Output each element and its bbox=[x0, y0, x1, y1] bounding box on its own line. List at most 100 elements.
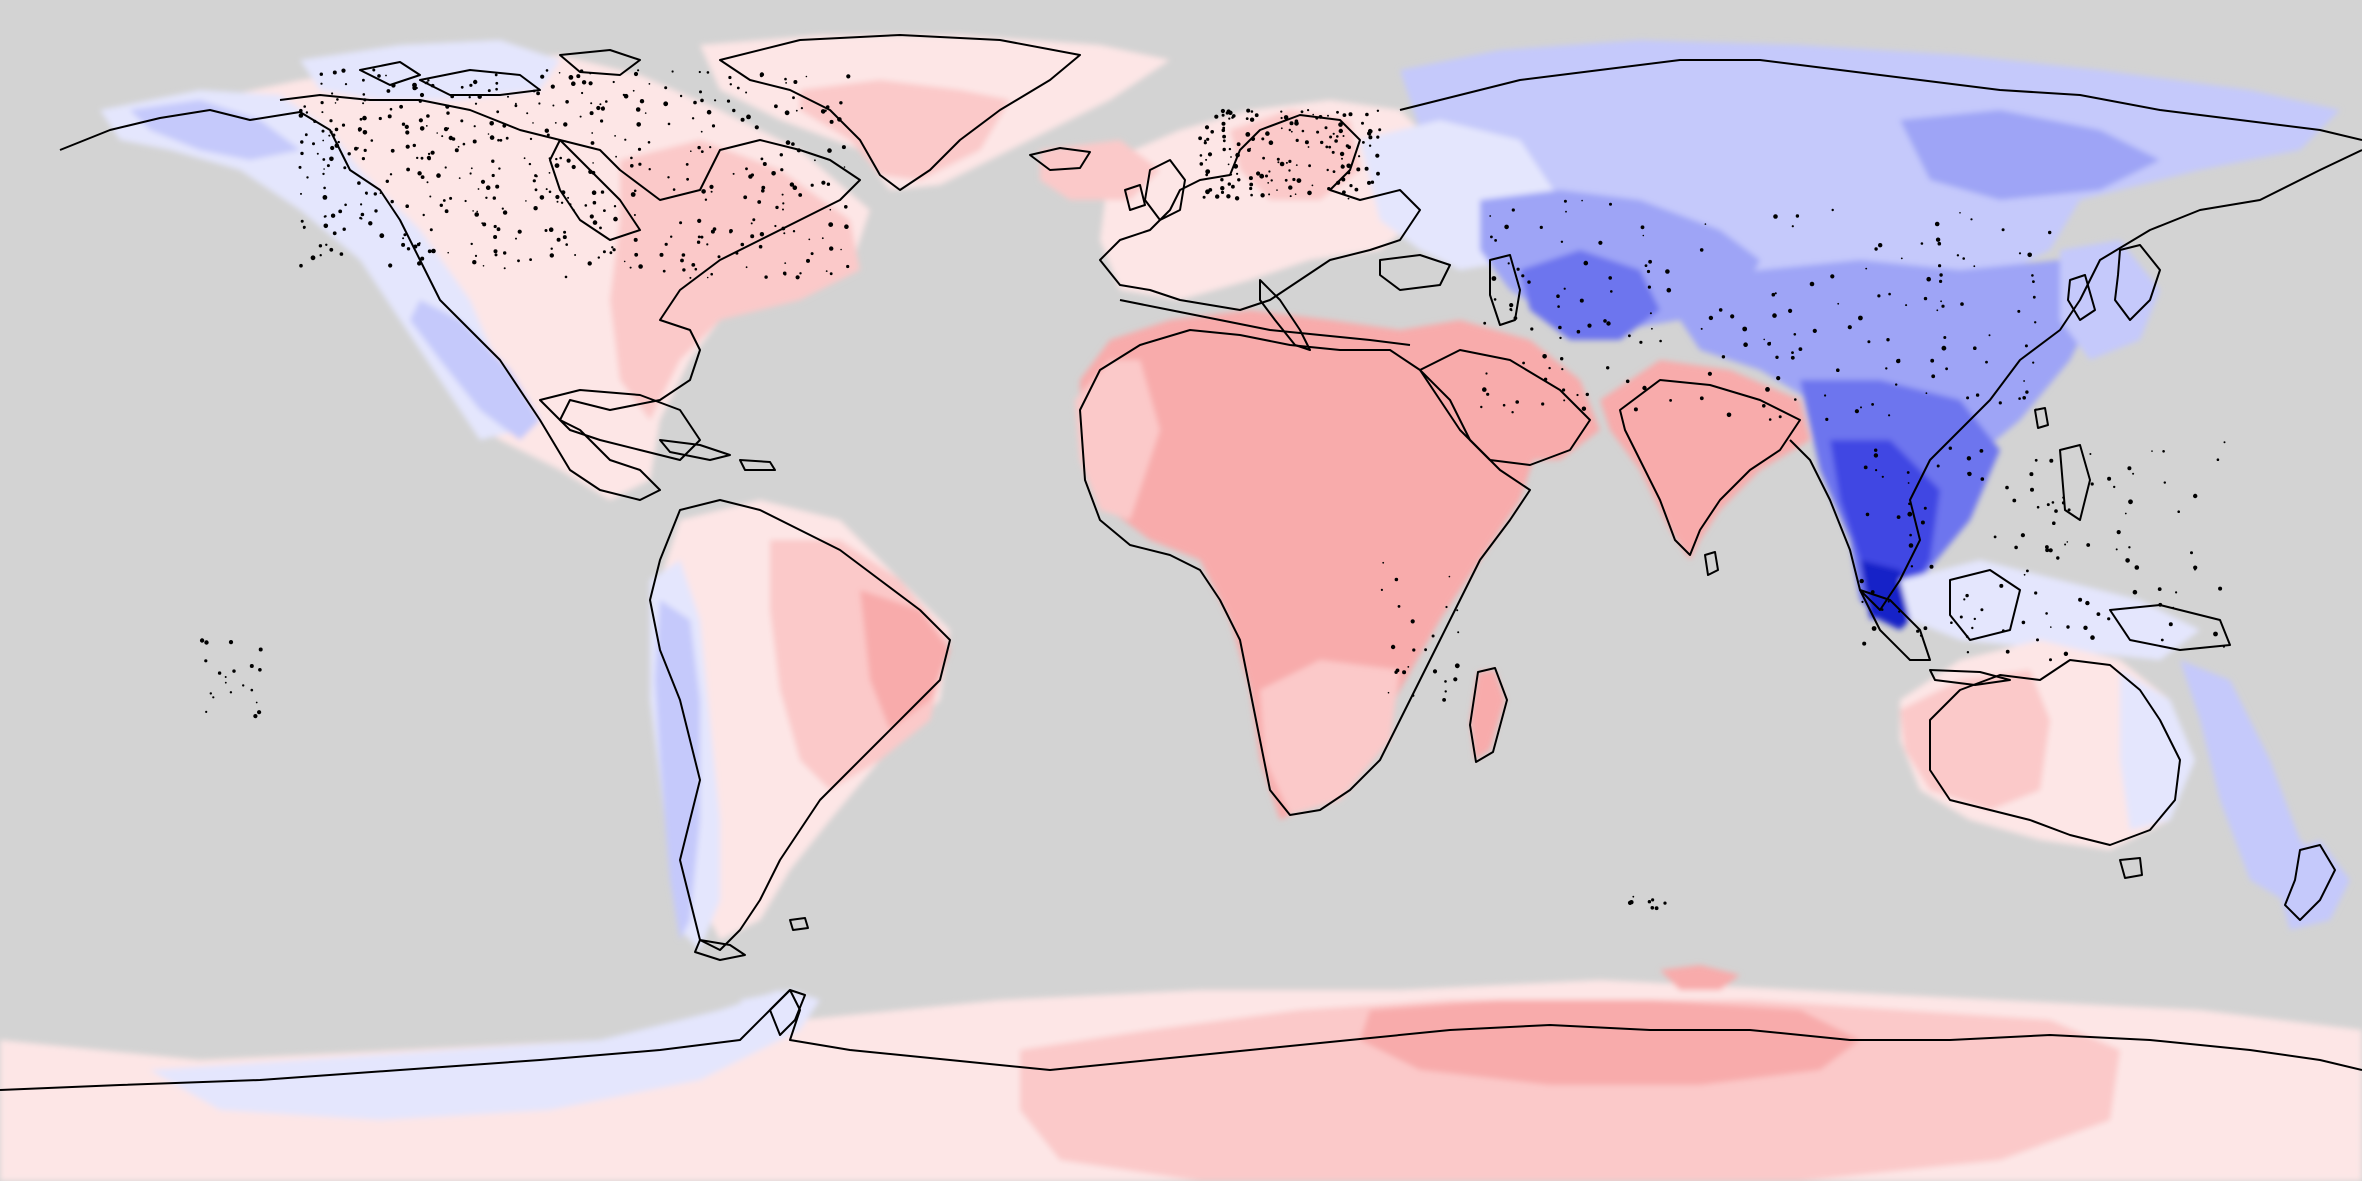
island-dot bbox=[555, 157, 558, 161]
island-dot bbox=[1334, 139, 1338, 143]
island-dot bbox=[554, 163, 560, 169]
island-dot bbox=[204, 659, 208, 663]
island-dot bbox=[1975, 393, 1980, 397]
island-dot bbox=[2193, 565, 2198, 570]
island-dot bbox=[405, 130, 410, 135]
island-dot bbox=[1198, 136, 1202, 141]
island-dot bbox=[370, 139, 374, 142]
island-dot bbox=[1490, 235, 1493, 239]
island-dot bbox=[1368, 135, 1373, 140]
island-dot bbox=[846, 264, 850, 269]
island-dot bbox=[444, 209, 449, 214]
island-dot bbox=[844, 205, 848, 209]
caspian-sea-coastline bbox=[1489, 254, 1521, 326]
island-dot bbox=[320, 101, 324, 105]
island-dot bbox=[1959, 615, 1963, 619]
island-dot bbox=[1348, 112, 1353, 117]
island-dot bbox=[1907, 511, 1913, 517]
island-dot bbox=[1356, 167, 1361, 172]
island-dot bbox=[326, 164, 330, 168]
island-dot bbox=[495, 184, 500, 189]
island-dot bbox=[365, 192, 368, 195]
island-dot bbox=[698, 70, 701, 74]
island-dot bbox=[2054, 509, 2058, 513]
island-dot bbox=[1587, 323, 1592, 328]
island-dot bbox=[1215, 194, 1220, 199]
island-dot bbox=[1294, 121, 1299, 126]
island-dot bbox=[589, 72, 592, 75]
island-dot bbox=[1726, 412, 1732, 418]
island-dot bbox=[1268, 140, 1274, 145]
island-dot bbox=[2023, 380, 2025, 382]
island-dot bbox=[354, 146, 358, 151]
island-dot bbox=[1268, 170, 1271, 173]
ireland-coastline bbox=[1124, 184, 1146, 211]
island-dot bbox=[385, 179, 389, 183]
island-dot bbox=[1609, 202, 1612, 206]
east-asia-coastline bbox=[1789, 149, 2362, 611]
island-dot bbox=[359, 216, 362, 220]
island-dot bbox=[782, 202, 785, 205]
island-dot bbox=[584, 204, 588, 207]
island-dot bbox=[760, 157, 764, 161]
island-dot bbox=[679, 94, 683, 98]
mediterranean-coastline bbox=[1119, 299, 1411, 346]
island-dot bbox=[1228, 117, 1231, 120]
madagascar-coastline bbox=[1469, 667, 1508, 763]
island-dot bbox=[1948, 446, 1953, 450]
island-dot bbox=[419, 126, 425, 131]
island-dot bbox=[406, 247, 411, 251]
island-dot bbox=[644, 112, 647, 114]
island-dot bbox=[700, 98, 704, 103]
island-dot bbox=[1791, 351, 1794, 354]
island-dot bbox=[1923, 506, 1927, 510]
island-dot bbox=[1220, 178, 1224, 182]
island-dot bbox=[1988, 334, 1991, 337]
north-america-rockies-cool-shading bbox=[410, 300, 540, 440]
island-dot bbox=[493, 224, 497, 229]
island-dot bbox=[2017, 309, 2021, 313]
island-dot bbox=[1743, 342, 1748, 348]
island-dot bbox=[1824, 394, 1827, 397]
island-dot bbox=[2090, 482, 2094, 486]
island-dot bbox=[498, 167, 501, 170]
island-dot bbox=[1608, 276, 1612, 280]
island-dot bbox=[391, 83, 396, 88]
island-dot bbox=[1642, 385, 1647, 391]
island-dot bbox=[1598, 240, 1603, 245]
island-dot bbox=[1871, 626, 1877, 631]
island-dot bbox=[592, 200, 597, 205]
island-dot bbox=[491, 173, 495, 178]
island-dot bbox=[1960, 302, 1964, 306]
island-dot bbox=[2034, 458, 2038, 462]
island-dot bbox=[300, 140, 304, 144]
island-dot bbox=[538, 102, 541, 105]
island-dot bbox=[638, 264, 643, 269]
island-dot bbox=[212, 696, 215, 699]
island-dot bbox=[468, 96, 471, 99]
island-dot bbox=[663, 101, 669, 107]
island-dot bbox=[332, 231, 337, 236]
island-dot bbox=[2018, 252, 2022, 255]
island-dot bbox=[1772, 313, 1777, 318]
island-dot bbox=[793, 80, 798, 84]
island-dot bbox=[257, 710, 262, 715]
island-dot bbox=[1325, 145, 1329, 149]
island-dot bbox=[726, 99, 731, 103]
island-dot bbox=[528, 162, 532, 166]
island-dot bbox=[502, 123, 507, 128]
island-dot bbox=[474, 254, 478, 257]
island-dot bbox=[1226, 109, 1231, 114]
island-dot bbox=[1579, 298, 1584, 303]
island-dot bbox=[2194, 568, 2196, 571]
island-dot bbox=[305, 111, 309, 114]
island-dot bbox=[1280, 127, 1283, 130]
island-dot bbox=[637, 147, 642, 151]
island-dot bbox=[1625, 379, 1630, 384]
island-dot bbox=[1920, 520, 1925, 525]
island-dot bbox=[1920, 242, 1924, 245]
island-dot bbox=[1483, 321, 1487, 325]
island-dot bbox=[1721, 355, 1726, 359]
island-dot bbox=[443, 127, 449, 132]
island-dot bbox=[1342, 135, 1345, 137]
